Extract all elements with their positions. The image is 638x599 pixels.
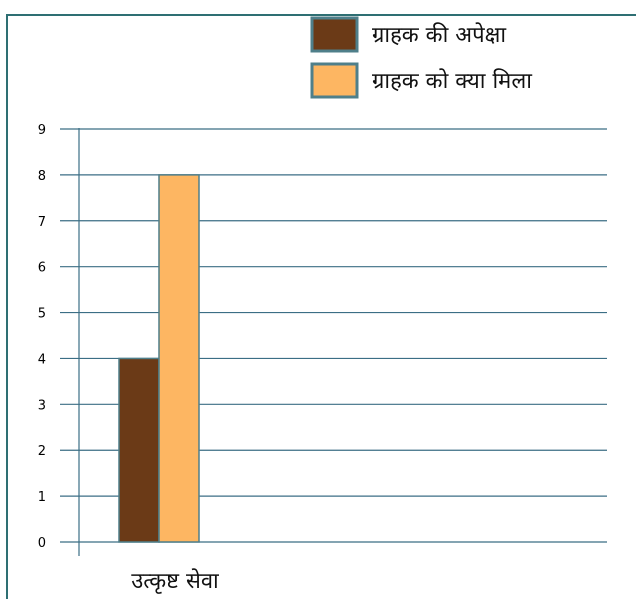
y-tick-label: 6 xyxy=(38,261,46,276)
y-tick-label: 1 xyxy=(38,490,46,505)
x-axis-categories: उत्कृष्ट सेवा xyxy=(131,568,219,594)
y-tick-label: 4 xyxy=(38,352,46,367)
y-tick-label: 0 xyxy=(38,536,46,551)
legend-label-received: ग्राहक को क्या मिला xyxy=(372,68,532,94)
legend-swatch-expectation xyxy=(310,16,359,53)
legend-swatch-received xyxy=(310,62,359,99)
legend-label-expectation: ग्राहक की अपेक्षा xyxy=(372,22,506,48)
y-axis-ticks: 0 1 2 3 4 5 6 7 8 9 xyxy=(38,123,46,551)
bar-received xyxy=(158,174,200,543)
bar-expectation xyxy=(118,357,160,543)
bars xyxy=(118,174,200,543)
x-category-label: उत्कृष्ट सेवा xyxy=(131,568,219,594)
y-tick-label: 9 xyxy=(38,123,46,138)
y-tick-label: 7 xyxy=(38,215,46,230)
chart-frame xyxy=(6,14,636,599)
y-tick-label: 3 xyxy=(38,398,46,413)
gridlines xyxy=(60,128,607,543)
y-tick-label: 5 xyxy=(38,307,46,322)
y-tick-label: 8 xyxy=(38,169,46,184)
y-tick-label: 2 xyxy=(38,444,46,459)
legend: ग्राहक की अपेक्षा ग्राहक को क्या मिला xyxy=(310,16,532,99)
